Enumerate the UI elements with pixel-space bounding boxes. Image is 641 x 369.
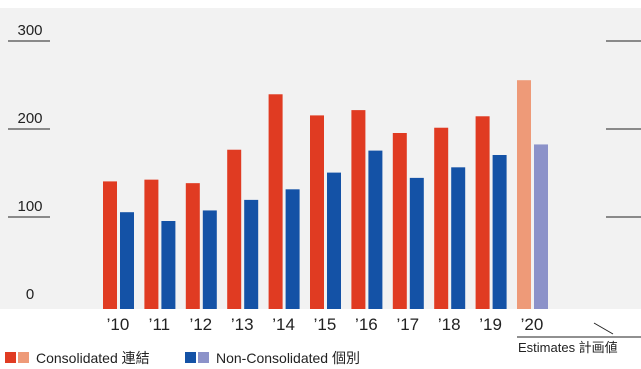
legend-swatch-non-consolidated [185, 352, 196, 363]
estimate-label: Estimates 計画値 [518, 340, 618, 355]
bar-consolidated [103, 181, 117, 309]
x-tick-label: ’17 [396, 315, 419, 334]
y-tick-label: 0 [26, 286, 34, 303]
bar-non-consolidated [451, 167, 466, 309]
bar-consolidated [517, 80, 531, 309]
bar-consolidated [392, 133, 407, 309]
bar-consolidated [144, 179, 159, 309]
bar-non-consolidated [409, 177, 424, 309]
bar-consolidated [351, 110, 366, 310]
bar-consolidated [475, 116, 490, 309]
x-tick-label: ’14 [272, 315, 295, 334]
bar-non-consolidated [534, 144, 548, 309]
bar-non-consolidated [120, 212, 134, 309]
x-tick-label: ’18 [438, 315, 461, 334]
x-tick-label: ’15 [314, 315, 337, 334]
legend-swatch-consolidated [5, 352, 16, 363]
legend-label-non-consolidated: Non-Consolidated 個別 [216, 350, 360, 366]
x-tick-label: ’12 [189, 315, 212, 334]
bar-consolidated [310, 115, 324, 310]
bar-consolidated [227, 149, 242, 309]
bar-consolidated [268, 94, 283, 309]
bar-non-consolidated [285, 189, 300, 309]
x-tick-label: ’11 [149, 315, 170, 334]
bar-non-consolidated [244, 199, 259, 309]
x-tick-label: ’19 [479, 315, 502, 334]
bar-non-consolidated [492, 155, 507, 309]
x-tick-label: ’16 [355, 315, 378, 334]
estimate-pointer [593, 322, 614, 335]
legend-swatch-consolidated-estimate [18, 352, 29, 363]
y-tick-label: 300 [17, 22, 42, 39]
bar-non-consolidated [202, 210, 217, 309]
bar-non-consolidated [327, 172, 341, 309]
bar-non-consolidated [161, 221, 176, 309]
x-tick-label: ’20 [521, 315, 544, 334]
bar-consolidated [185, 183, 200, 309]
y-tick-label: 200 [17, 110, 42, 127]
legend-label-consolidated: Consolidated 連結 [36, 350, 150, 366]
bar-consolidated [434, 127, 449, 309]
y-tick-label: 100 [17, 198, 42, 215]
legend-swatch-non-consolidated-estimate [198, 352, 209, 363]
x-tick-label: ’13 [231, 315, 254, 334]
bar-non-consolidated [368, 150, 383, 309]
x-tick-label: ’10 [107, 315, 130, 334]
